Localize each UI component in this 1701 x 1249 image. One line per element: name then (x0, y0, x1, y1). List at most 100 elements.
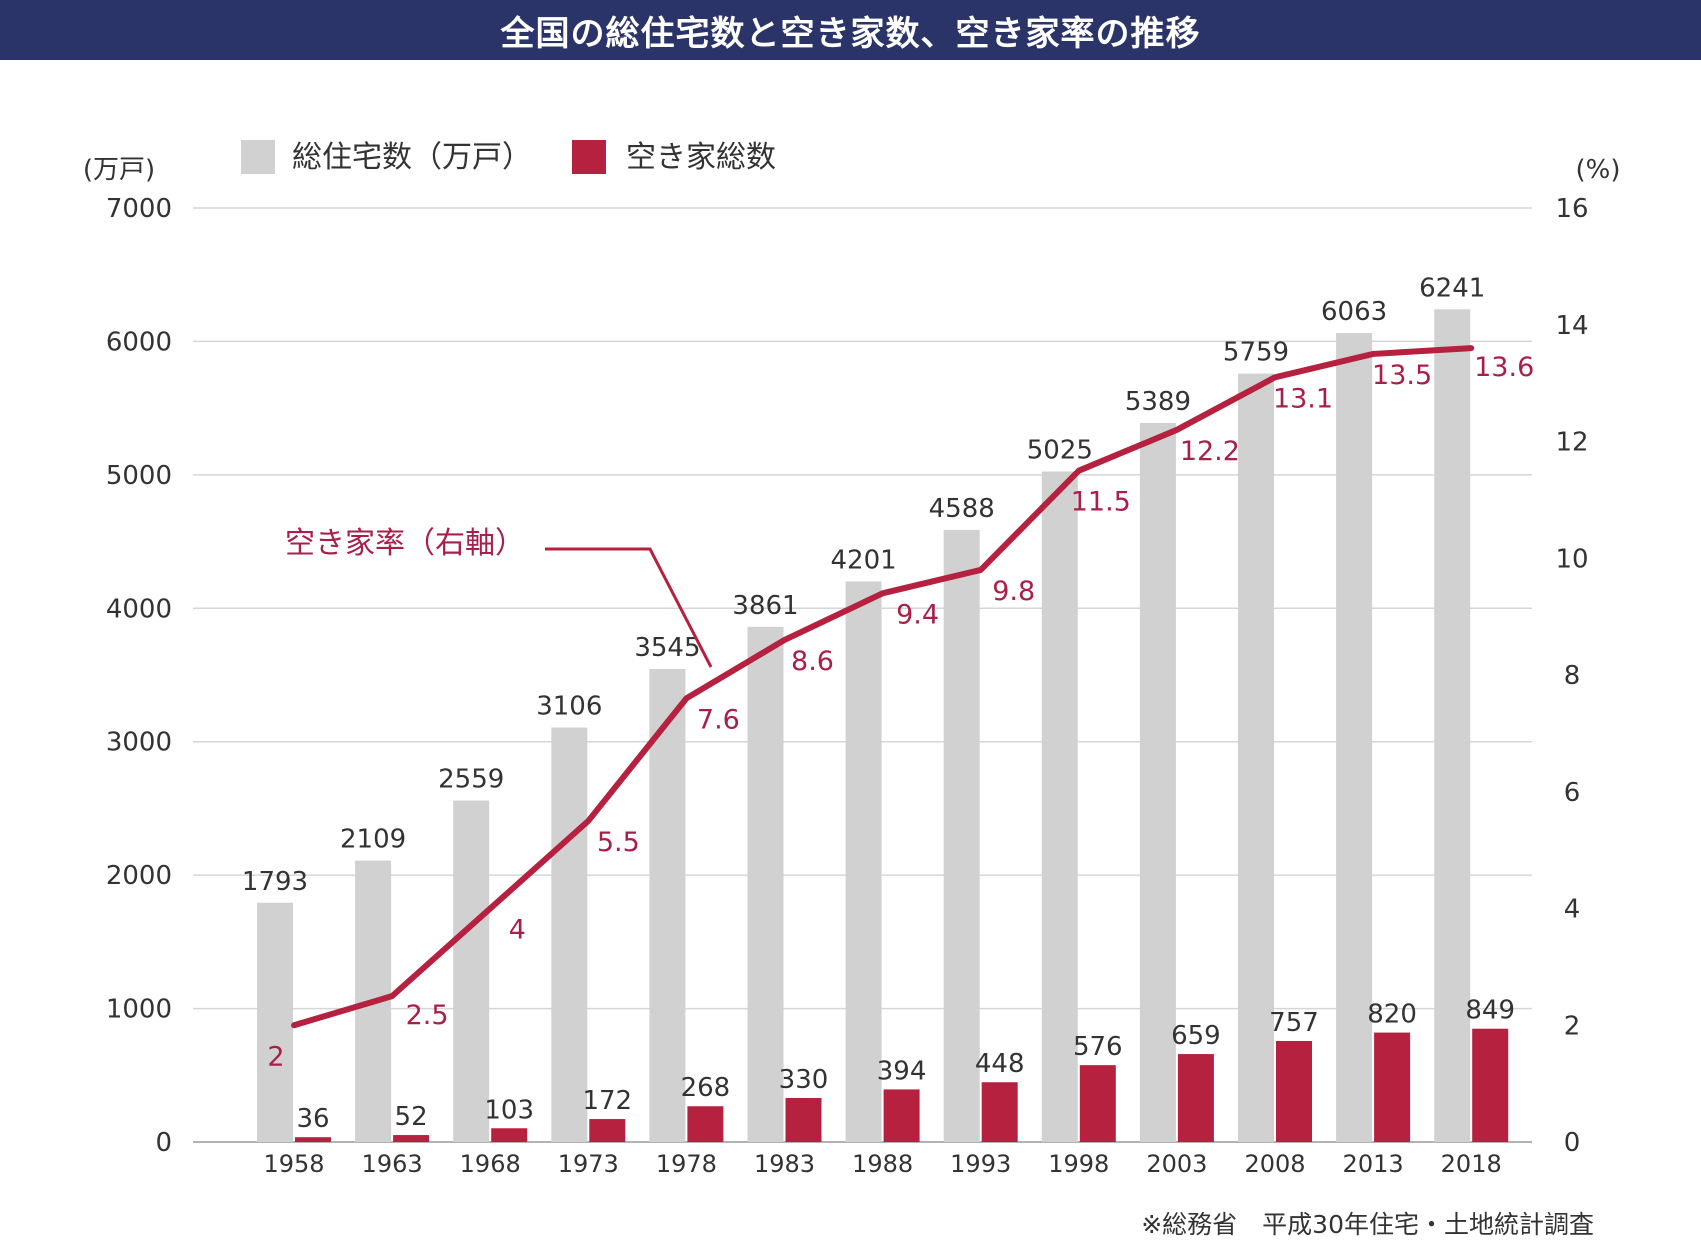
chart-title: 全国の総住宅数と空き家数、空き家率の推移 (500, 13, 1201, 54)
y-right-tick-label: 6 (1564, 778, 1581, 808)
bar-total-2008 (1238, 373, 1274, 1143)
y-right-tick-label: 2 (1564, 1011, 1581, 1041)
x-tick-label: 2018 (1441, 1150, 1502, 1178)
rate-value-label: 13.1 (1273, 383, 1333, 414)
bar-vacant-1978 (687, 1106, 724, 1142)
bar-vacant-value-label: 659 (1171, 1021, 1221, 1051)
bar-total-value-label: 4588 (929, 494, 995, 524)
bar-vacant-1973 (589, 1119, 626, 1142)
x-tick-label: 1958 (263, 1150, 324, 1178)
y-left-tick-label: 1000 (106, 995, 172, 1025)
bar-vacant-2003 (1177, 1054, 1214, 1142)
legend-swatch-vacant (572, 140, 606, 174)
bar-total-1998 (1041, 471, 1078, 1142)
y-left-tick-label: 0 (155, 1128, 172, 1158)
x-tick-label: 1988 (852, 1150, 913, 1178)
bar-vacant-1993 (981, 1082, 1018, 1142)
bar-total-1958 (257, 902, 293, 1142)
rate-value-label: 9.8 (992, 576, 1035, 607)
y-right-tick-label: 8 (1564, 661, 1581, 691)
title-bar: 全国の総住宅数と空き家数、空き家率の推移 (0, 0, 1701, 60)
bar-vacant-value-label: 849 (1465, 996, 1515, 1026)
bar-total-1968 (453, 800, 490, 1142)
bar-vacant-1958 (295, 1137, 331, 1142)
rate-value-label: 2 (267, 1041, 284, 1072)
bar-vacant-1998 (1079, 1065, 1116, 1142)
legend-swatch-total (241, 140, 275, 174)
bar-total-1973 (551, 727, 588, 1142)
rate-value-label: 13.6 (1474, 352, 1534, 383)
bar-vacant-2018 (1472, 1028, 1509, 1142)
y-left-tick-label: 7000 (106, 194, 172, 224)
bar-total-value-label: 2559 (438, 765, 504, 795)
bar-vacant-1983 (785, 1097, 822, 1142)
x-tick-label: 1983 (754, 1150, 815, 1178)
bar-vacant-value-label: 36 (296, 1104, 329, 1134)
y-right-tick-label: 14 (1555, 311, 1588, 341)
line-series-label: 空き家率（右軸） (285, 526, 525, 561)
bar-vacant-value-label: 757 (1269, 1008, 1319, 1038)
bar-total-2013 (1336, 333, 1373, 1142)
x-tick-label: 2008 (1244, 1150, 1305, 1178)
bar-total-value-label: 5025 (1027, 436, 1093, 466)
y-right-axis-label: (%) (1576, 155, 1621, 185)
bar-total-value-label: 5389 (1125, 387, 1191, 417)
bar-vacant-1988 (883, 1089, 920, 1142)
bar-vacant-value-label: 172 (582, 1086, 632, 1116)
y-right-tick-label: 16 (1555, 194, 1588, 224)
bar-total-1978 (649, 668, 686, 1142)
y-right-tick-label: 4 (1564, 895, 1581, 925)
rate-value-label: 12.2 (1180, 436, 1240, 467)
bar-total-value-label: 3861 (732, 591, 798, 621)
bar-vacant-2008 (1276, 1040, 1312, 1142)
bar-vacant-value-label: 268 (681, 1073, 731, 1103)
bar-vacant-value-label: 330 (779, 1065, 829, 1095)
legend-label-total: 総住宅数（万戸） (292, 140, 532, 175)
rate-value-label: 13.5 (1372, 360, 1432, 391)
y-left-tick-label: 5000 (106, 461, 172, 491)
y-right-tick-label: 10 (1555, 544, 1588, 574)
bar-total-value-label: 2109 (340, 825, 406, 855)
y-left-tick-label: 4000 (106, 594, 172, 624)
bar-vacant-2013 (1374, 1032, 1411, 1142)
bar-vacant-value-label: 103 (484, 1095, 534, 1125)
x-tick-label: 1963 (362, 1150, 423, 1178)
rate-value-label: 8.6 (791, 646, 834, 677)
bar-total-2018 (1434, 309, 1471, 1142)
bar-vacant-value-label: 448 (975, 1049, 1025, 1079)
rate-value-label: 4 (509, 915, 526, 946)
bar-total-value-label: 3106 (536, 692, 602, 722)
bar-total-1983 (747, 626, 784, 1142)
bar-total-value-label: 6063 (1321, 297, 1387, 327)
rate-value-label: 7.6 (697, 704, 740, 735)
y-right-tick-label: 12 (1555, 428, 1588, 458)
rate-value-label: 9.4 (896, 599, 939, 630)
x-tick-label: 1968 (460, 1150, 521, 1178)
bar-total-value-label: 4201 (831, 545, 897, 575)
x-tick-label: 1998 (1048, 1150, 1109, 1178)
source-note: ※総務省 平成30年住宅・土地統計調査 (1141, 1210, 1594, 1239)
bar-total-value-label: 5759 (1223, 338, 1289, 368)
bar-vacant-value-label: 820 (1367, 1000, 1417, 1030)
x-tick-label: 2013 (1343, 1150, 1404, 1178)
rate-value-label: 11.5 (1071, 487, 1131, 518)
bar-total-1993 (943, 529, 980, 1142)
y-left-tick-label: 2000 (106, 861, 172, 891)
x-tick-label: 1978 (656, 1150, 717, 1178)
bar-total-value-label: 6241 (1419, 273, 1485, 303)
bar-total-2003 (1139, 422, 1176, 1142)
bar-vacant-1968 (491, 1128, 528, 1142)
bar-vacant-value-label: 52 (395, 1102, 428, 1132)
bar-vacant-value-label: 576 (1073, 1032, 1123, 1062)
rate-value-label: 2.5 (406, 1000, 449, 1031)
line-series-leader (545, 547, 713, 668)
legend-label-vacant: 空き家総数 (626, 140, 776, 175)
x-tick-label: 1993 (950, 1150, 1011, 1178)
bar-total-value-label: 3545 (634, 633, 700, 663)
rate-value-label: 5.5 (597, 827, 640, 858)
bar-vacant-value-label: 394 (877, 1056, 927, 1086)
bar-vacant-1963 (393, 1135, 430, 1142)
bar-total-1988 (845, 581, 882, 1142)
x-tick-label: 2003 (1146, 1150, 1207, 1178)
line-vacancy-rate (291, 345, 1475, 1029)
